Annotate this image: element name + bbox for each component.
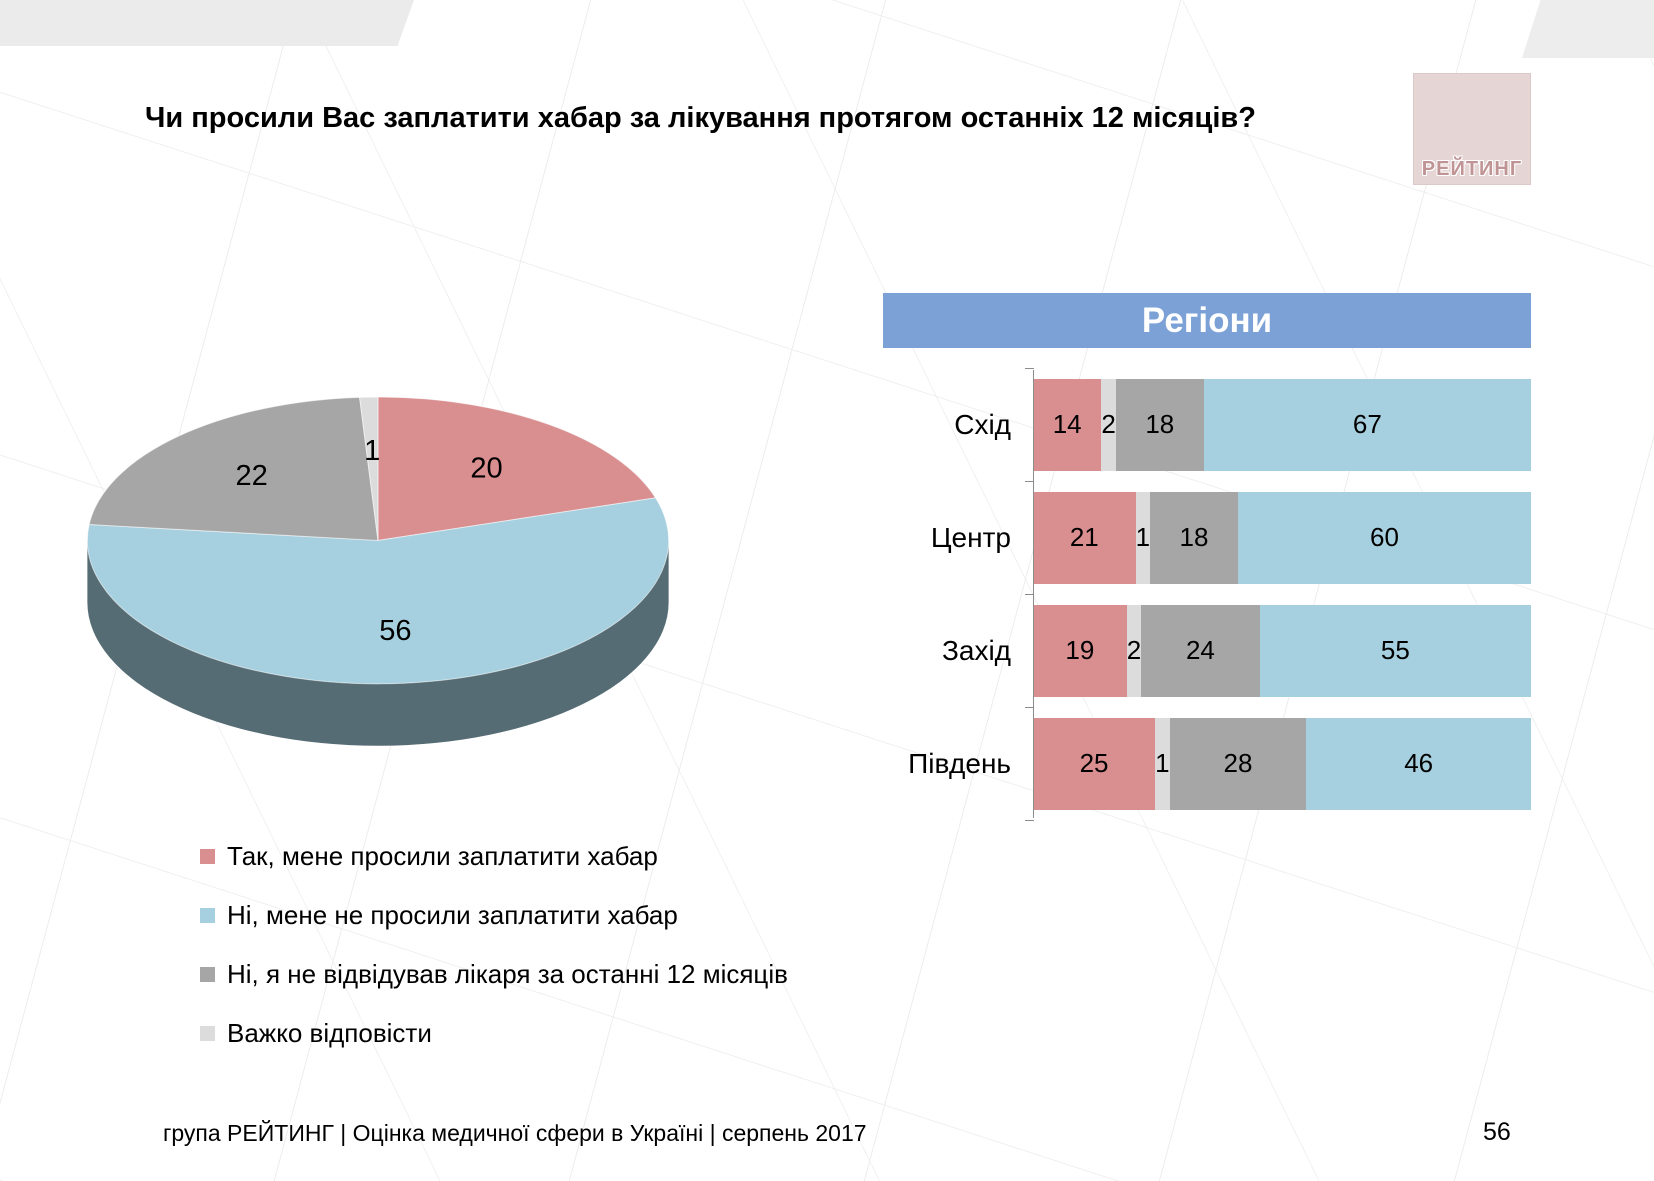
axis-tick: [1025, 707, 1034, 708]
bar-row: Південь 25 1 28 46: [883, 707, 1531, 820]
regions-bar-chart: Схід 14 2 18 67 Центр 21 1 18 60 Захід 19 2 24 55 Півде…: [883, 368, 1532, 821]
regions-header: Регіони: [883, 293, 1531, 348]
background-shape-top-right: [1522, 0, 1654, 58]
pie-slice: [377, 396, 657, 542]
page-title: Чи просили Вас заплатити хабар за лікува…: [145, 102, 1256, 134]
legend-swatch: [200, 848, 215, 864]
pie-value-label: 56: [379, 615, 411, 647]
legend-item: Так, мене просили заплатити хабар: [200, 838, 788, 874]
bar-value-label: 2: [1101, 409, 1116, 439]
bar-track: 14 2 18 67: [1033, 378, 1531, 471]
bar-value-label: 46: [1404, 748, 1434, 778]
bar-value-label: 55: [1380, 635, 1410, 665]
bar-segment: 55: [1259, 604, 1532, 697]
bar-value-label: 28: [1223, 748, 1253, 778]
legend-label: Ні, мене не просили заплатити хабар: [227, 899, 678, 930]
legend-label: Так, мене просили заплатити хабар: [227, 840, 658, 871]
bar-row: Захід 19 2 24 55: [883, 594, 1532, 707]
pie-slice: [86, 497, 670, 685]
bar-segment: 1: [1135, 491, 1151, 584]
bar-value-label: 24: [1185, 635, 1215, 665]
bar-segment: 67: [1203, 378, 1531, 471]
bar-track: 21 1 18 60: [1033, 491, 1531, 584]
bar-segment: 1: [1155, 717, 1170, 810]
bar-segment: 60: [1237, 491, 1531, 584]
rating-logo: РЕЙТИНГ: [1413, 73, 1531, 185]
legend-item: Ні, я не відвідував лікаря за останні 12…: [200, 956, 788, 992]
legend-item: Важко відповісти: [200, 1015, 788, 1051]
pie-side-wall: [87, 540, 669, 746]
legend-swatch: [200, 907, 215, 923]
bar-value-label: 67: [1352, 409, 1382, 439]
bar-segment: 2: [1126, 604, 1142, 697]
bar-value-label: 60: [1370, 522, 1399, 552]
pie-value-label: 22: [235, 460, 267, 492]
axis-tick: [1025, 594, 1034, 595]
bar-value-label: 19: [1065, 635, 1095, 665]
bar-value-label: 1: [1155, 748, 1170, 778]
page-number: 56: [1483, 1118, 1511, 1146]
bar-segment: 18: [1115, 378, 1204, 471]
bar-segment: 25: [1033, 717, 1156, 810]
category-label: Центр: [930, 521, 1011, 553]
bar-value-label: 21: [1069, 522, 1099, 552]
footer-text: група РЕЙТИНГ | Оцінка медичної сфери в …: [163, 1120, 867, 1146]
pie-value-label: 1: [364, 435, 380, 467]
bar-segment: 18: [1150, 491, 1238, 584]
pie-slice: [359, 396, 379, 541]
logo-text: РЕЙТИНГ: [1421, 158, 1523, 180]
bar-value-label: 25: [1079, 748, 1109, 778]
bar-track: 25 1 28 46: [1033, 717, 1531, 810]
legend: Так, мене просили заплатити хабар Ні, мен…: [200, 838, 788, 1074]
bar-value-label: 18: [1179, 522, 1209, 552]
axis-tick: [1025, 368, 1034, 369]
bar-row: Схід 14 2 18 67: [883, 368, 1531, 481]
bar-row: Центр 21 1 18 60: [883, 481, 1531, 594]
pie-chart: 20 56 22 1: [68, 368, 688, 768]
bar-value-label: 14: [1052, 409, 1082, 439]
category-label: Захід: [941, 634, 1011, 666]
background-shape-top-left: [0, 0, 414, 46]
legend-swatch: [200, 966, 215, 982]
axis-tick: [1025, 820, 1034, 821]
legend-item: Ні, мене не просили заплатити хабар: [200, 897, 788, 933]
legend-label: Важко відповісти: [227, 1017, 432, 1048]
bar-value-label: 18: [1145, 409, 1175, 439]
bar-track: 19 2 24 55: [1033, 604, 1532, 697]
legend-label: Ні, я не відвідував лікаря за останні 12…: [227, 958, 788, 989]
bar-segment: 21: [1033, 491, 1136, 584]
bar-segment: 46: [1306, 717, 1531, 810]
category-label: Південь: [908, 747, 1011, 779]
bar-segment: 24: [1141, 604, 1260, 697]
bar-value-label: 1: [1135, 522, 1151, 552]
axis-tick: [1025, 481, 1034, 482]
bar-value-label: 2: [1126, 635, 1142, 665]
category-label: Схід: [954, 408, 1011, 440]
bar-segment: 14: [1033, 378, 1102, 471]
bar-segment: 2: [1101, 378, 1116, 471]
pie-slice: [88, 396, 379, 541]
bar-segment: 19: [1033, 604, 1127, 697]
regions-header-label: Регіони: [1141, 300, 1273, 340]
bar-segment: 28: [1169, 717, 1307, 810]
pie-value-label: 20: [470, 452, 502, 484]
pie-chart-svg: 20 56 22 1: [86, 396, 670, 746]
legend-swatch: [200, 1025, 215, 1041]
